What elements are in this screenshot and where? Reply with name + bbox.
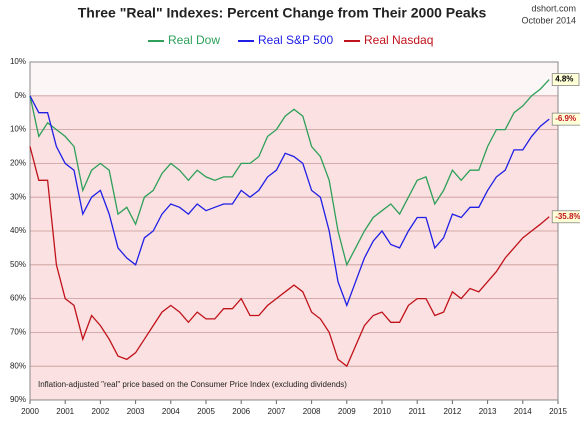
y-tick-label: 50% (10, 260, 26, 269)
source: dshort.com (531, 3, 576, 13)
note-box (35, 378, 391, 392)
x-tick-label: 2011 (409, 407, 427, 416)
annotation-box (551, 73, 580, 86)
x-tick-label: 2006 (232, 407, 250, 416)
legend-label: Real Dow (168, 33, 220, 47)
x-tick-label: 2015 (549, 407, 567, 416)
chart-title: Three "Real" Indexes: Percent Change fro… (78, 5, 487, 21)
loss-zone (30, 95, 558, 401)
annotation-label: -35.8% (555, 212, 580, 221)
y-tick-label: 20% (10, 159, 26, 168)
y-tick-label: 80% (10, 361, 26, 370)
x-tick-label: 2005 (197, 407, 215, 416)
y-tick-label: 40% (10, 226, 26, 235)
annotation-box (551, 210, 580, 224)
x-tick-label: 2008 (303, 407, 321, 416)
legend: Real Dow Real S&P 500 Real Nasdaq (148, 33, 433, 47)
legend-label: Real Nasdaq (364, 33, 433, 47)
x-tick-label: 2003 (127, 407, 145, 416)
x-tick-label: 2013 (479, 407, 497, 416)
series-line (29, 146, 550, 368)
x-tick-label: 2002 (92, 407, 110, 416)
annotation-label: -6.9% (555, 114, 576, 123)
series-line (29, 95, 550, 308)
legend-label: Real S&P 500 (258, 33, 333, 47)
y-tick-label: 90% (10, 395, 26, 404)
y-tick-label: 10% (10, 57, 26, 66)
x-tick-label: 2007 (268, 407, 286, 416)
series-line (29, 79, 550, 267)
annotation-box (551, 112, 580, 126)
annotation-label: 4.8% (555, 75, 573, 84)
x-tick-label: 2010 (373, 407, 391, 416)
date: October 2014 (521, 15, 576, 25)
x-tick-label: 2009 (338, 407, 356, 416)
y-tick-label: 30% (10, 192, 26, 201)
y-tick-label: 0% (14, 91, 26, 100)
x-tick-label: 2012 (444, 407, 462, 416)
y-tick-label: 10% (10, 125, 26, 134)
plot-frame (29, 61, 559, 401)
y-tick-label: 70% (10, 328, 26, 337)
note: Inflation-adjusted "real" price based on… (38, 380, 347, 389)
x-tick-label: 2000 (21, 407, 39, 416)
x-tick-label: 2004 (162, 407, 180, 416)
x-tick-label: 2014 (514, 407, 532, 416)
x-tick-label: 2001 (56, 407, 74, 416)
y-tick-label: 60% (10, 294, 26, 303)
